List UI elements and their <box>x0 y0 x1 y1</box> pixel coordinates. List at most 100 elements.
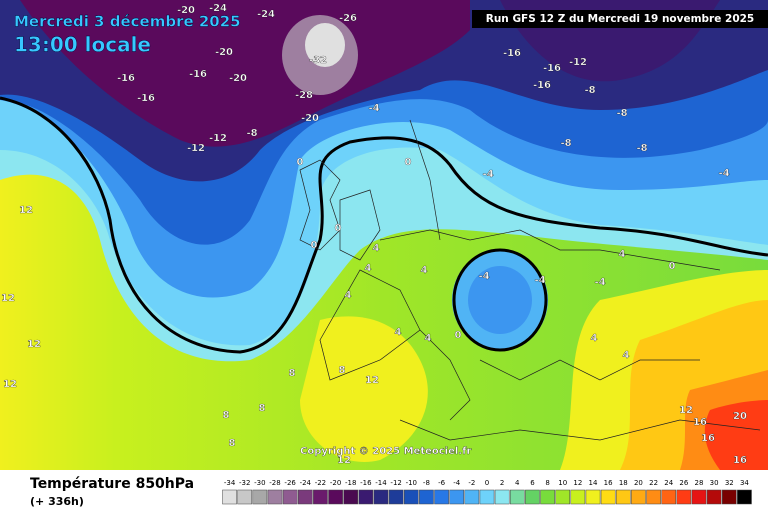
contour-label: -24 <box>209 3 227 14</box>
contour-label: -8 <box>636 143 647 154</box>
scale-swatch <box>373 489 389 505</box>
scale-swatch <box>525 489 540 505</box>
scale-label: -4 <box>453 479 461 487</box>
contour-label: -24 <box>257 9 275 20</box>
scale-swatch <box>267 489 283 505</box>
footer-title: Température 850hPa <box>30 476 194 492</box>
contour-label: -4 <box>594 277 605 288</box>
scale-swatch <box>661 489 677 505</box>
contour-label: -20 <box>229 73 247 84</box>
scale-swatch <box>585 489 601 505</box>
scale-label: 16 <box>604 479 613 487</box>
contour-label: 4 <box>421 265 428 276</box>
scale-swatch <box>403 489 419 505</box>
scale-label: -2 <box>468 479 475 487</box>
contour-label: -8 <box>560 138 571 149</box>
contour-label: 0 <box>297 157 304 168</box>
contour-label: -4 <box>534 275 545 286</box>
contour-label: 12 <box>365 375 379 386</box>
contour-label: -4 <box>478 271 489 282</box>
scale-swatch <box>509 489 525 505</box>
contour-label: -16 <box>543 63 561 74</box>
scale-label: -12 <box>390 479 401 487</box>
contour-label: -12 <box>569 57 587 68</box>
scale-swatch <box>494 489 510 505</box>
contour-label: 16 <box>693 417 707 428</box>
scale-swatch <box>691 489 707 505</box>
contour-label: -20 <box>215 47 233 58</box>
contour-label: 8 <box>259 403 266 414</box>
scale-swatch <box>600 489 616 505</box>
contour-labels: -20 -24-26-24-20-16-16-16-20-28-32-20-12-… <box>1 3 747 466</box>
contour-label: 4 <box>365 263 372 274</box>
contour-label: -4 <box>482 169 493 180</box>
scale-swatch <box>631 489 646 505</box>
scale-swatch <box>252 489 268 505</box>
scale-swatch <box>737 489 752 505</box>
contour-label: -16 <box>137 93 155 104</box>
valid-date: Mercredi 3 décembre 2025 <box>14 13 241 31</box>
scale-label: -26 <box>284 479 296 487</box>
scale-label: -28 <box>269 479 280 487</box>
contour-label: 4 <box>623 350 630 361</box>
contour-label: 4 <box>373 243 380 254</box>
scale-label: -30 <box>254 479 265 487</box>
contour-label: 12 <box>337 455 351 466</box>
scale-swatch <box>721 489 737 505</box>
scale-label: 14 <box>589 479 598 487</box>
contour-label: 12 <box>3 379 17 390</box>
scale-label: 12 <box>573 479 582 487</box>
contour-label: 16 <box>701 433 715 444</box>
copyright: Copyright © 2025 Meteociel.fr <box>300 446 471 457</box>
contour-label: 20 <box>733 411 747 422</box>
contour-label: 0 <box>405 157 412 168</box>
contour-label: 0 <box>311 240 318 251</box>
contour-label: -8 <box>584 85 595 96</box>
scale-label: -8 <box>423 479 430 487</box>
color-scale: -34 -32 -30 -28 -26 -24 -22 -20 -18 -16 -14 -12 -10-… <box>222 479 752 505</box>
scale-label: -16 <box>360 479 372 487</box>
contour-label: 8 <box>339 365 346 376</box>
contour-label: -16 <box>189 69 207 80</box>
scale-swatch <box>313 489 328 505</box>
contour-label: -12 <box>209 133 227 144</box>
scale-swatch <box>237 489 253 505</box>
contour-label: 4 <box>345 290 352 301</box>
scale-swatch <box>388 489 404 505</box>
scale-label: 10 <box>558 479 567 487</box>
contour-label: -16 <box>117 73 135 84</box>
contour-label: 8 <box>223 410 230 421</box>
scale-label: 22 <box>649 479 658 487</box>
scale-label: 2 <box>500 479 504 487</box>
scale-swatch <box>570 489 586 505</box>
temperature-field <box>0 0 768 470</box>
scale-swatch <box>555 489 571 505</box>
contour-label: 0 <box>455 330 462 341</box>
scale-label: 20 <box>634 479 643 487</box>
scale-swatch <box>297 489 313 505</box>
scale-label: -24 <box>300 479 312 487</box>
scale-label: -18 <box>345 479 356 487</box>
scale-label: 34 <box>740 479 749 487</box>
contour-label: -20 <box>301 113 319 124</box>
contour-label: 12 <box>19 205 33 216</box>
scale-swatch <box>434 489 449 505</box>
scale-swatch <box>449 489 465 505</box>
scale-swatch <box>464 489 480 505</box>
scale-swatch <box>540 489 555 505</box>
contour-label: 0 <box>335 223 342 234</box>
run-info: Run GFS 12 Z du Mercredi 19 novembre 202… <box>486 13 754 25</box>
valid-time: 13:00 locale <box>14 33 151 57</box>
contour-label: -4 <box>718 168 729 179</box>
scale-swatch <box>343 489 359 505</box>
zero-isotherm <box>0 96 768 354</box>
scale-swatch <box>419 489 434 505</box>
contour-label: -8 <box>616 108 627 119</box>
scale-label: -34 <box>224 479 236 487</box>
contour-label: 12 <box>27 339 41 350</box>
contour-label: 4 <box>591 333 598 344</box>
scale-label: 32 <box>725 479 734 487</box>
contour-label: 12 <box>1 293 15 304</box>
